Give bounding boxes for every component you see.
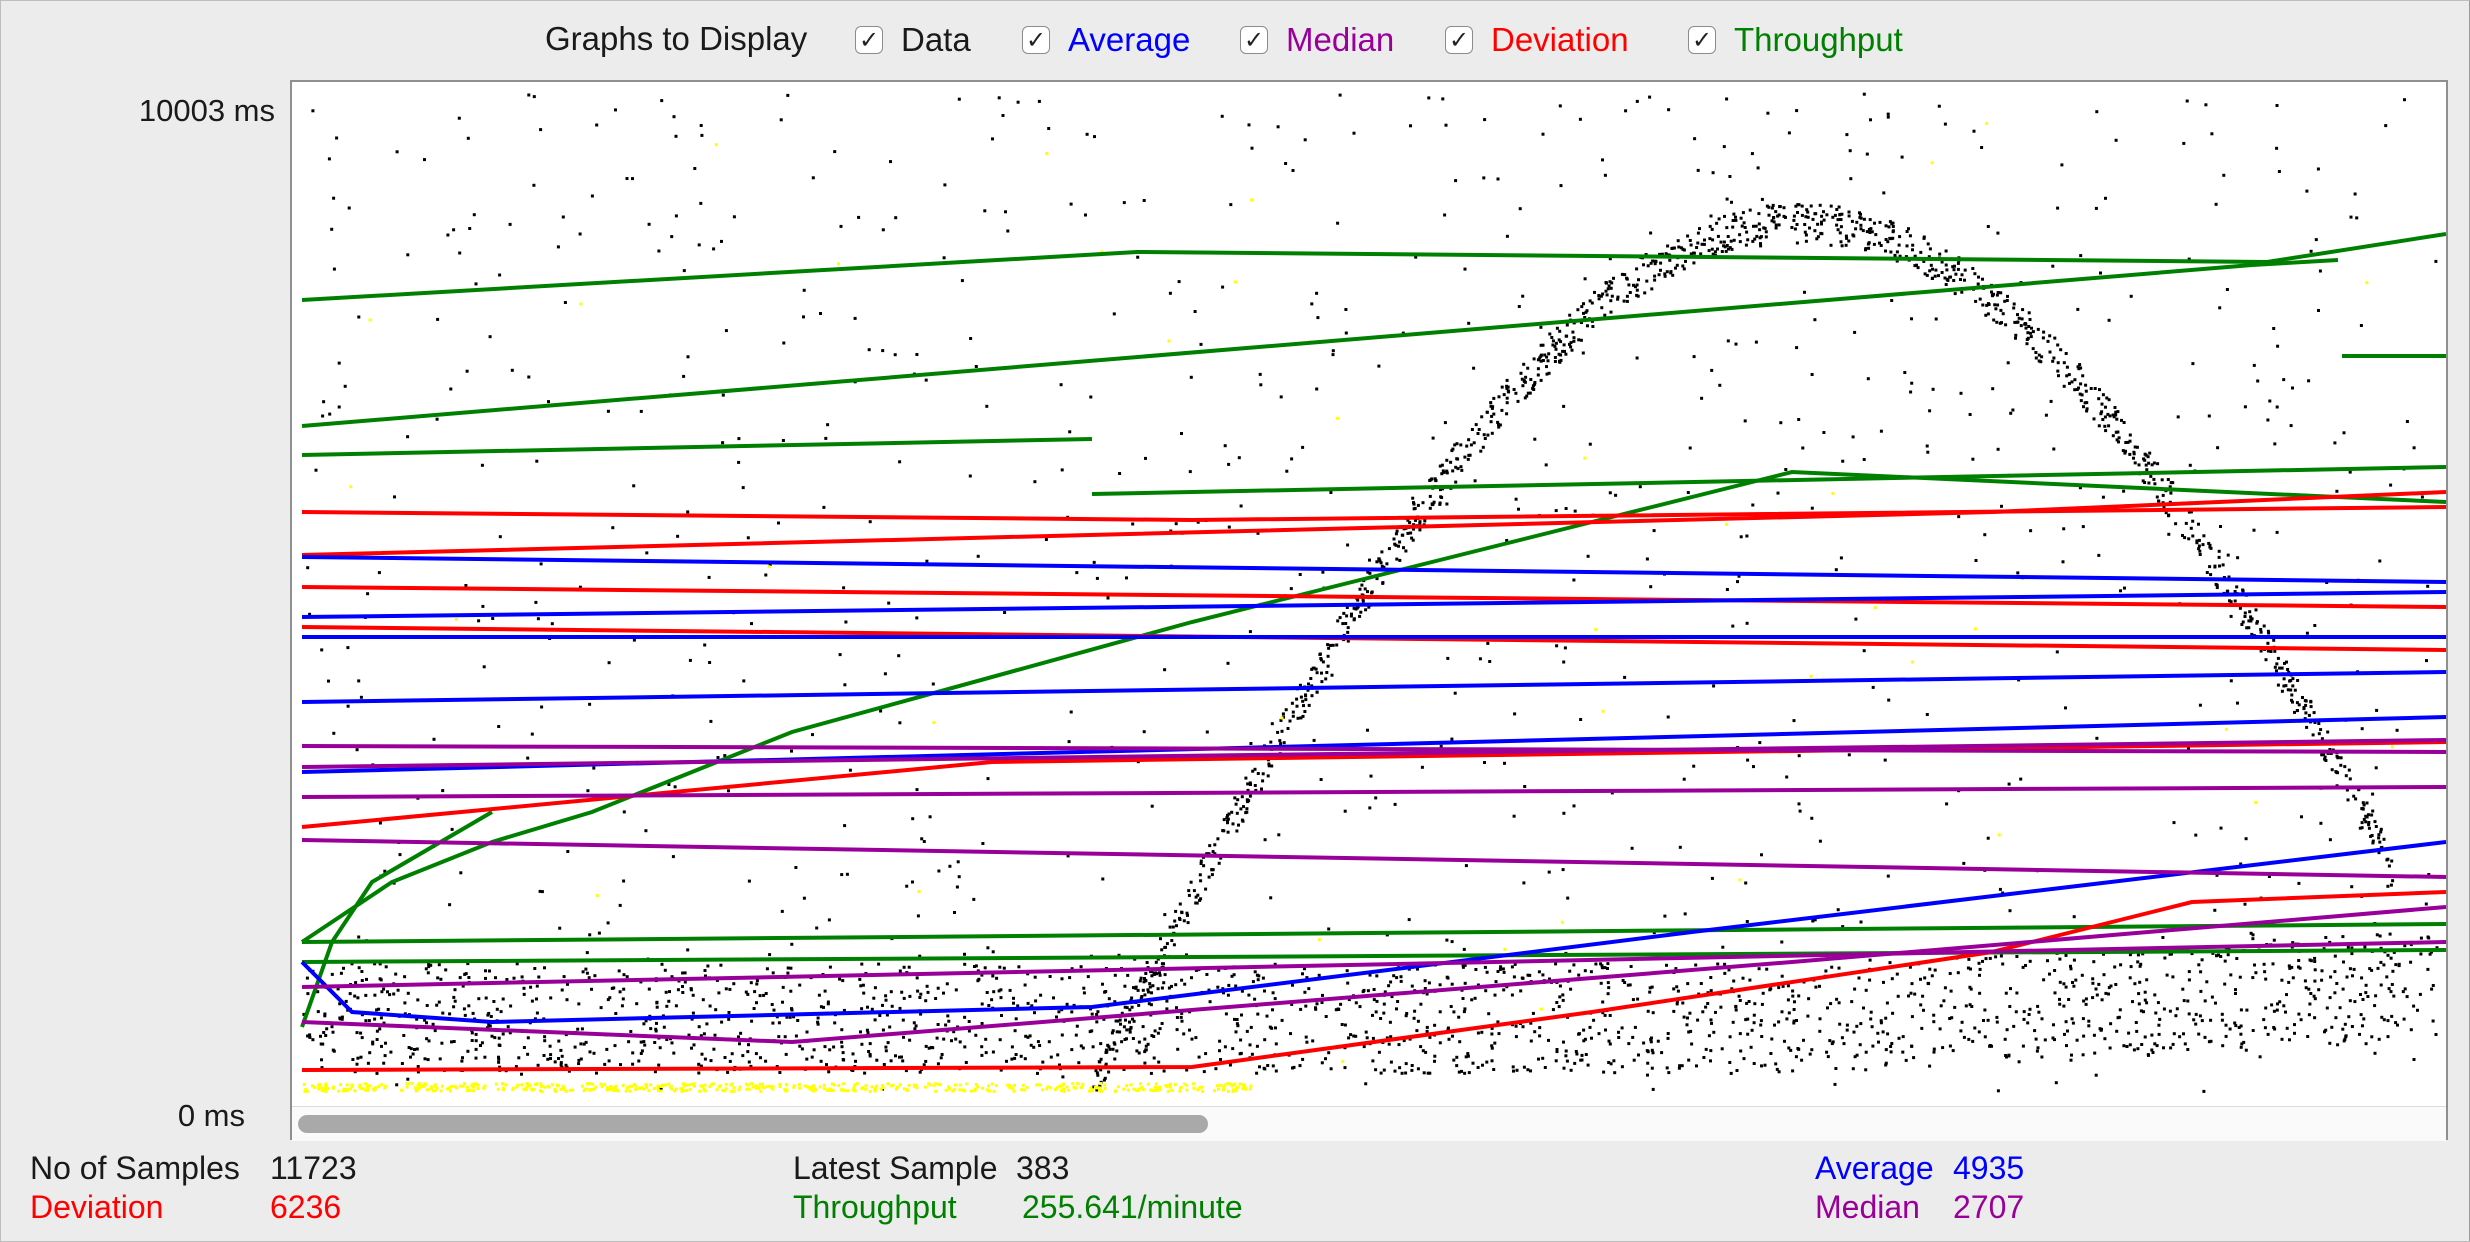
checkmark-icon: ✓ [858, 26, 880, 54]
highlight-points [302, 121, 2394, 1093]
checkmark-icon: ✓ [1243, 26, 1265, 54]
horizontal-scrollbar[interactable] [292, 1106, 2446, 1141]
samples-value: 11723 [270, 1150, 357, 1186]
deviation-value: 6236 [270, 1189, 342, 1225]
y-axis-min-label: 0 ms [177, 1098, 245, 1133]
checkbox-deviation-label: Deviation [1491, 21, 1629, 58]
checkbox-throughput-box[interactable]: ✓ [1688, 26, 1716, 54]
checkbox-data-label: Data [901, 21, 971, 58]
checkmark-icon: ✓ [1448, 26, 1470, 54]
checkbox-median-box[interactable]: ✓ [1240, 26, 1268, 54]
median-label: Median [1815, 1189, 1920, 1225]
average-value: 4935 [1953, 1150, 2025, 1186]
graph-lines [300, 232, 2446, 1072]
average-label: Average [1815, 1150, 1934, 1186]
checkbox-data-box[interactable]: ✓ [855, 26, 883, 54]
checkmark-icon: ✓ [1025, 26, 1047, 54]
throughput-value: 255.641/minute [1022, 1189, 1243, 1225]
checkbox-average-label: Average [1068, 21, 1191, 58]
checkbox-median-label: Median [1286, 21, 1395, 58]
checkbox-deviation[interactable]: ✓ Deviation [1445, 18, 1629, 62]
checkbox-median[interactable]: ✓ Median [1240, 18, 1394, 62]
graph-plot-area [290, 80, 2448, 1140]
latest-sample-label: Latest Sample [793, 1150, 998, 1186]
checkbox-average-box[interactable]: ✓ [1022, 26, 1050, 54]
checkbox-data[interactable]: ✓ Data [855, 18, 971, 62]
scrollbar-thumb[interactable] [298, 1115, 1208, 1133]
graphs-to-display-bar: Graphs to Display ✓ Data ✓ Average ✓ Med… [0, 0, 2470, 80]
graph-canvas [300, 92, 2446, 1093]
data-points [302, 92, 2439, 1093]
checkbox-deviation-box[interactable]: ✓ [1445, 26, 1473, 54]
deviation-label: Deviation [30, 1189, 164, 1225]
median-value: 2707 [1953, 1189, 2025, 1225]
checkbox-throughput-label: Throughput [1734, 21, 1903, 58]
throughput-label: Throughput [793, 1189, 957, 1225]
checkmark-icon: ✓ [1691, 26, 1713, 54]
samples-label: No of Samples [30, 1150, 240, 1186]
graphs-to-display-label: Graphs to Display [545, 20, 808, 57]
y-axis-max-label: 10003 ms [138, 93, 275, 128]
checkbox-average[interactable]: ✓ Average [1022, 18, 1190, 62]
latest-sample-value: 383 [1016, 1150, 1070, 1186]
checkbox-throughput[interactable]: ✓ Throughput [1688, 18, 1903, 62]
